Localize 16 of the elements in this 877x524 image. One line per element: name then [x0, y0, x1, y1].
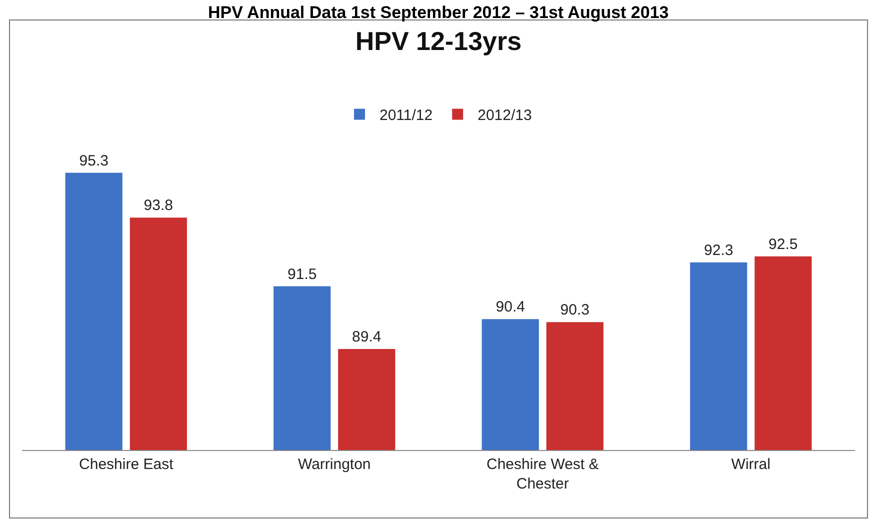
- x-tick-label: Warrington: [298, 456, 371, 473]
- data-label: 93.8: [144, 197, 173, 214]
- x-tick-label: Cheshire West & Chester: [486, 456, 599, 492]
- legend-label: 2011/12: [380, 107, 433, 124]
- data-label: 92.5: [768, 236, 798, 253]
- legend-label: 2012/13: [478, 107, 532, 124]
- x-tick-label: Cheshire East: [79, 456, 174, 473]
- data-label: 89.4: [352, 328, 382, 346]
- data-label: 90.4: [496, 298, 525, 316]
- annotation: HPV Annual Data 1st September 2012 – 31st August 2013: [208, 3, 669, 22]
- x-tick-label: Wirral: [731, 456, 770, 473]
- data-label: 90.3: [560, 302, 590, 319]
- data-label: 92.3: [704, 242, 734, 259]
- chart-title: HPV 12-13yrs: [355, 26, 522, 56]
- data-label: 91.5: [288, 266, 317, 283]
- data-label: 95.3: [79, 152, 108, 170]
